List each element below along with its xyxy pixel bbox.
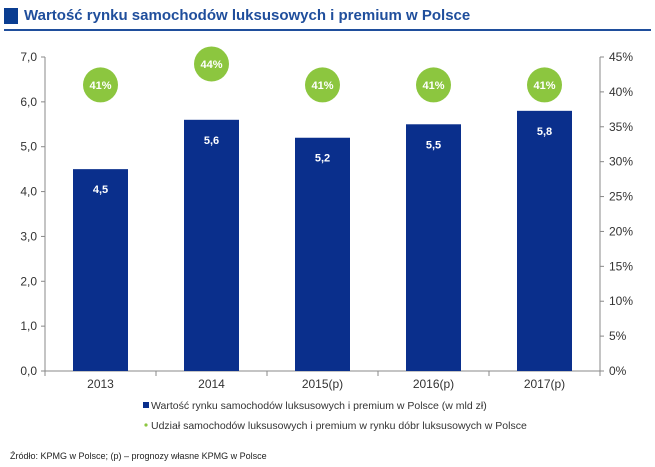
legend-bar-swatch: [143, 402, 149, 408]
share-value-label: 44%: [200, 59, 222, 71]
right-axis-tick-label: 35%: [609, 120, 633, 134]
share-marker-2014: [194, 46, 229, 82]
right-axis-tick-label: 45%: [609, 50, 633, 64]
left-axis-tick-label: 0,0: [20, 364, 37, 378]
right-axis-tick-label: 10%: [609, 294, 633, 308]
right-axis-tick-label: 15%: [609, 259, 633, 273]
left-axis-tick-label: 1,0: [20, 319, 37, 333]
right-axis-tick-label: 30%: [609, 155, 633, 169]
share-marker-2013: [83, 67, 118, 103]
x-axis-category-label: 2015(p): [302, 377, 343, 391]
left-axis-tick-label: 5,0: [20, 140, 37, 154]
right-axis-tick-label: 25%: [609, 190, 633, 204]
right-axis-tick-label: 20%: [609, 224, 633, 238]
bar-value-label: 5,2: [315, 153, 330, 165]
share-marker-2017(p): [527, 67, 562, 103]
left-axis-tick-label: 2,0: [20, 274, 37, 288]
share-marker-2016(p): [416, 67, 451, 103]
left-axis-tick-label: 7,0: [20, 50, 37, 64]
title-bar: Wartość rynku samochodów luksusowych i p…: [4, 4, 651, 31]
right-axis-tick-label: 5%: [609, 329, 627, 343]
left-axis-tick-label: 4,0: [20, 185, 37, 199]
share-value-label: 41%: [533, 80, 555, 92]
left-axis-tick-label: 6,0: [20, 95, 37, 109]
bar-2015(p): [295, 137, 350, 371]
bar-2017(p): [517, 110, 572, 371]
bar-2013: [73, 169, 128, 371]
bar-value-label: 5,6: [204, 135, 219, 147]
legend-share-swatch: [144, 423, 148, 427]
bar-2016(p): [406, 124, 461, 372]
share-value-label: 41%: [422, 80, 444, 92]
bar-2014: [184, 119, 239, 371]
x-axis-category-label: 2014: [198, 377, 225, 391]
x-axis-category-label: 2017(p): [524, 377, 565, 391]
bar-value-label: 5,5: [426, 139, 441, 151]
x-axis-category-label: 2016(p): [413, 377, 454, 391]
legend-bar-label: Wartość rynku samochodów luksusowych i p…: [151, 400, 487, 412]
right-axis-tick-label: 40%: [609, 85, 633, 99]
title-rule: [4, 29, 651, 31]
title-marker: [4, 8, 18, 24]
left-axis-tick-label: 3,0: [20, 229, 37, 243]
chart-title: Wartość rynku samochodów luksusowych i p…: [24, 7, 471, 24]
share-value-label: 41%: [311, 80, 333, 92]
source-note: Źródło: KPMG w Polsce; (p) – prognozy wł…: [10, 451, 267, 461]
right-axis-tick-label: 0%: [609, 364, 627, 378]
share-value-label: 41%: [89, 80, 111, 92]
legend-share-label: Udział samochodów luksusowych i premium …: [151, 420, 527, 432]
x-axis-category-label: 2013: [87, 377, 114, 391]
bar-value-label: 5,8: [537, 126, 552, 138]
bar-value-label: 4,5: [93, 184, 108, 196]
share-marker-2015(p): [305, 67, 340, 103]
